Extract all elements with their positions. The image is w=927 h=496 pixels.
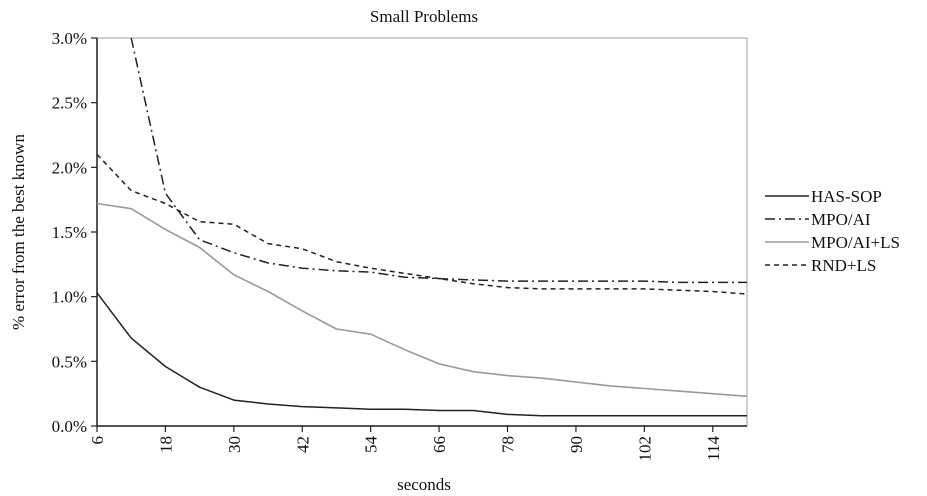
series-line-mpo-ai: [130, 37, 747, 284]
legend-label: MPO/AI: [811, 210, 871, 229]
x-tick-label: 18: [156, 436, 175, 453]
x-tick-label: 42: [293, 436, 312, 453]
x-tick-label: 54: [362, 436, 381, 454]
y-tick-label: 2.5%: [52, 94, 87, 113]
y-tick-label: 1.5%: [52, 223, 87, 242]
y-axis-title: % error from the best known: [9, 134, 28, 330]
y-axis-ticks: 0.0% 0.5% 1.0% 1.5% 2.0% 2.5% 3.0%: [52, 29, 97, 436]
x-tick-label: 30: [225, 436, 244, 453]
y-tick-label: 0.0%: [52, 417, 87, 436]
series-line-has-sop: [96, 292, 747, 417]
x-tick-label: 102: [635, 436, 654, 462]
x-tick-label: 90: [567, 436, 586, 453]
series-line-mpo-ai-ls: [96, 202, 748, 398]
legend-label: MPO/AI+LS: [811, 233, 900, 252]
x-tick-label: 6: [88, 436, 107, 445]
x-axis-title: seconds: [397, 475, 451, 494]
y-tick-label: 0.5%: [52, 352, 87, 371]
y-tick-label: 3.0%: [52, 29, 87, 48]
y-tick-label: 1.0%: [52, 288, 87, 307]
series-lines: [96, 37, 748, 417]
legend: HAS-SOP MPO/AI MPO/AI+LS RND+LS: [765, 187, 900, 275]
legend-label: RND+LS: [811, 256, 876, 275]
x-tick-label: 114: [704, 436, 723, 461]
series-line-rnd-ls: [96, 153, 748, 295]
y-tick-label: 2.0%: [52, 158, 87, 177]
x-axis-ticks: 6 18 30 42 54 66 78 90 102 114: [88, 426, 723, 462]
legend-label: HAS-SOP: [811, 187, 882, 206]
x-tick-label: 66: [430, 436, 449, 453]
x-tick-label: 78: [499, 436, 518, 453]
chart-title: Small Problems: [370, 7, 478, 26]
